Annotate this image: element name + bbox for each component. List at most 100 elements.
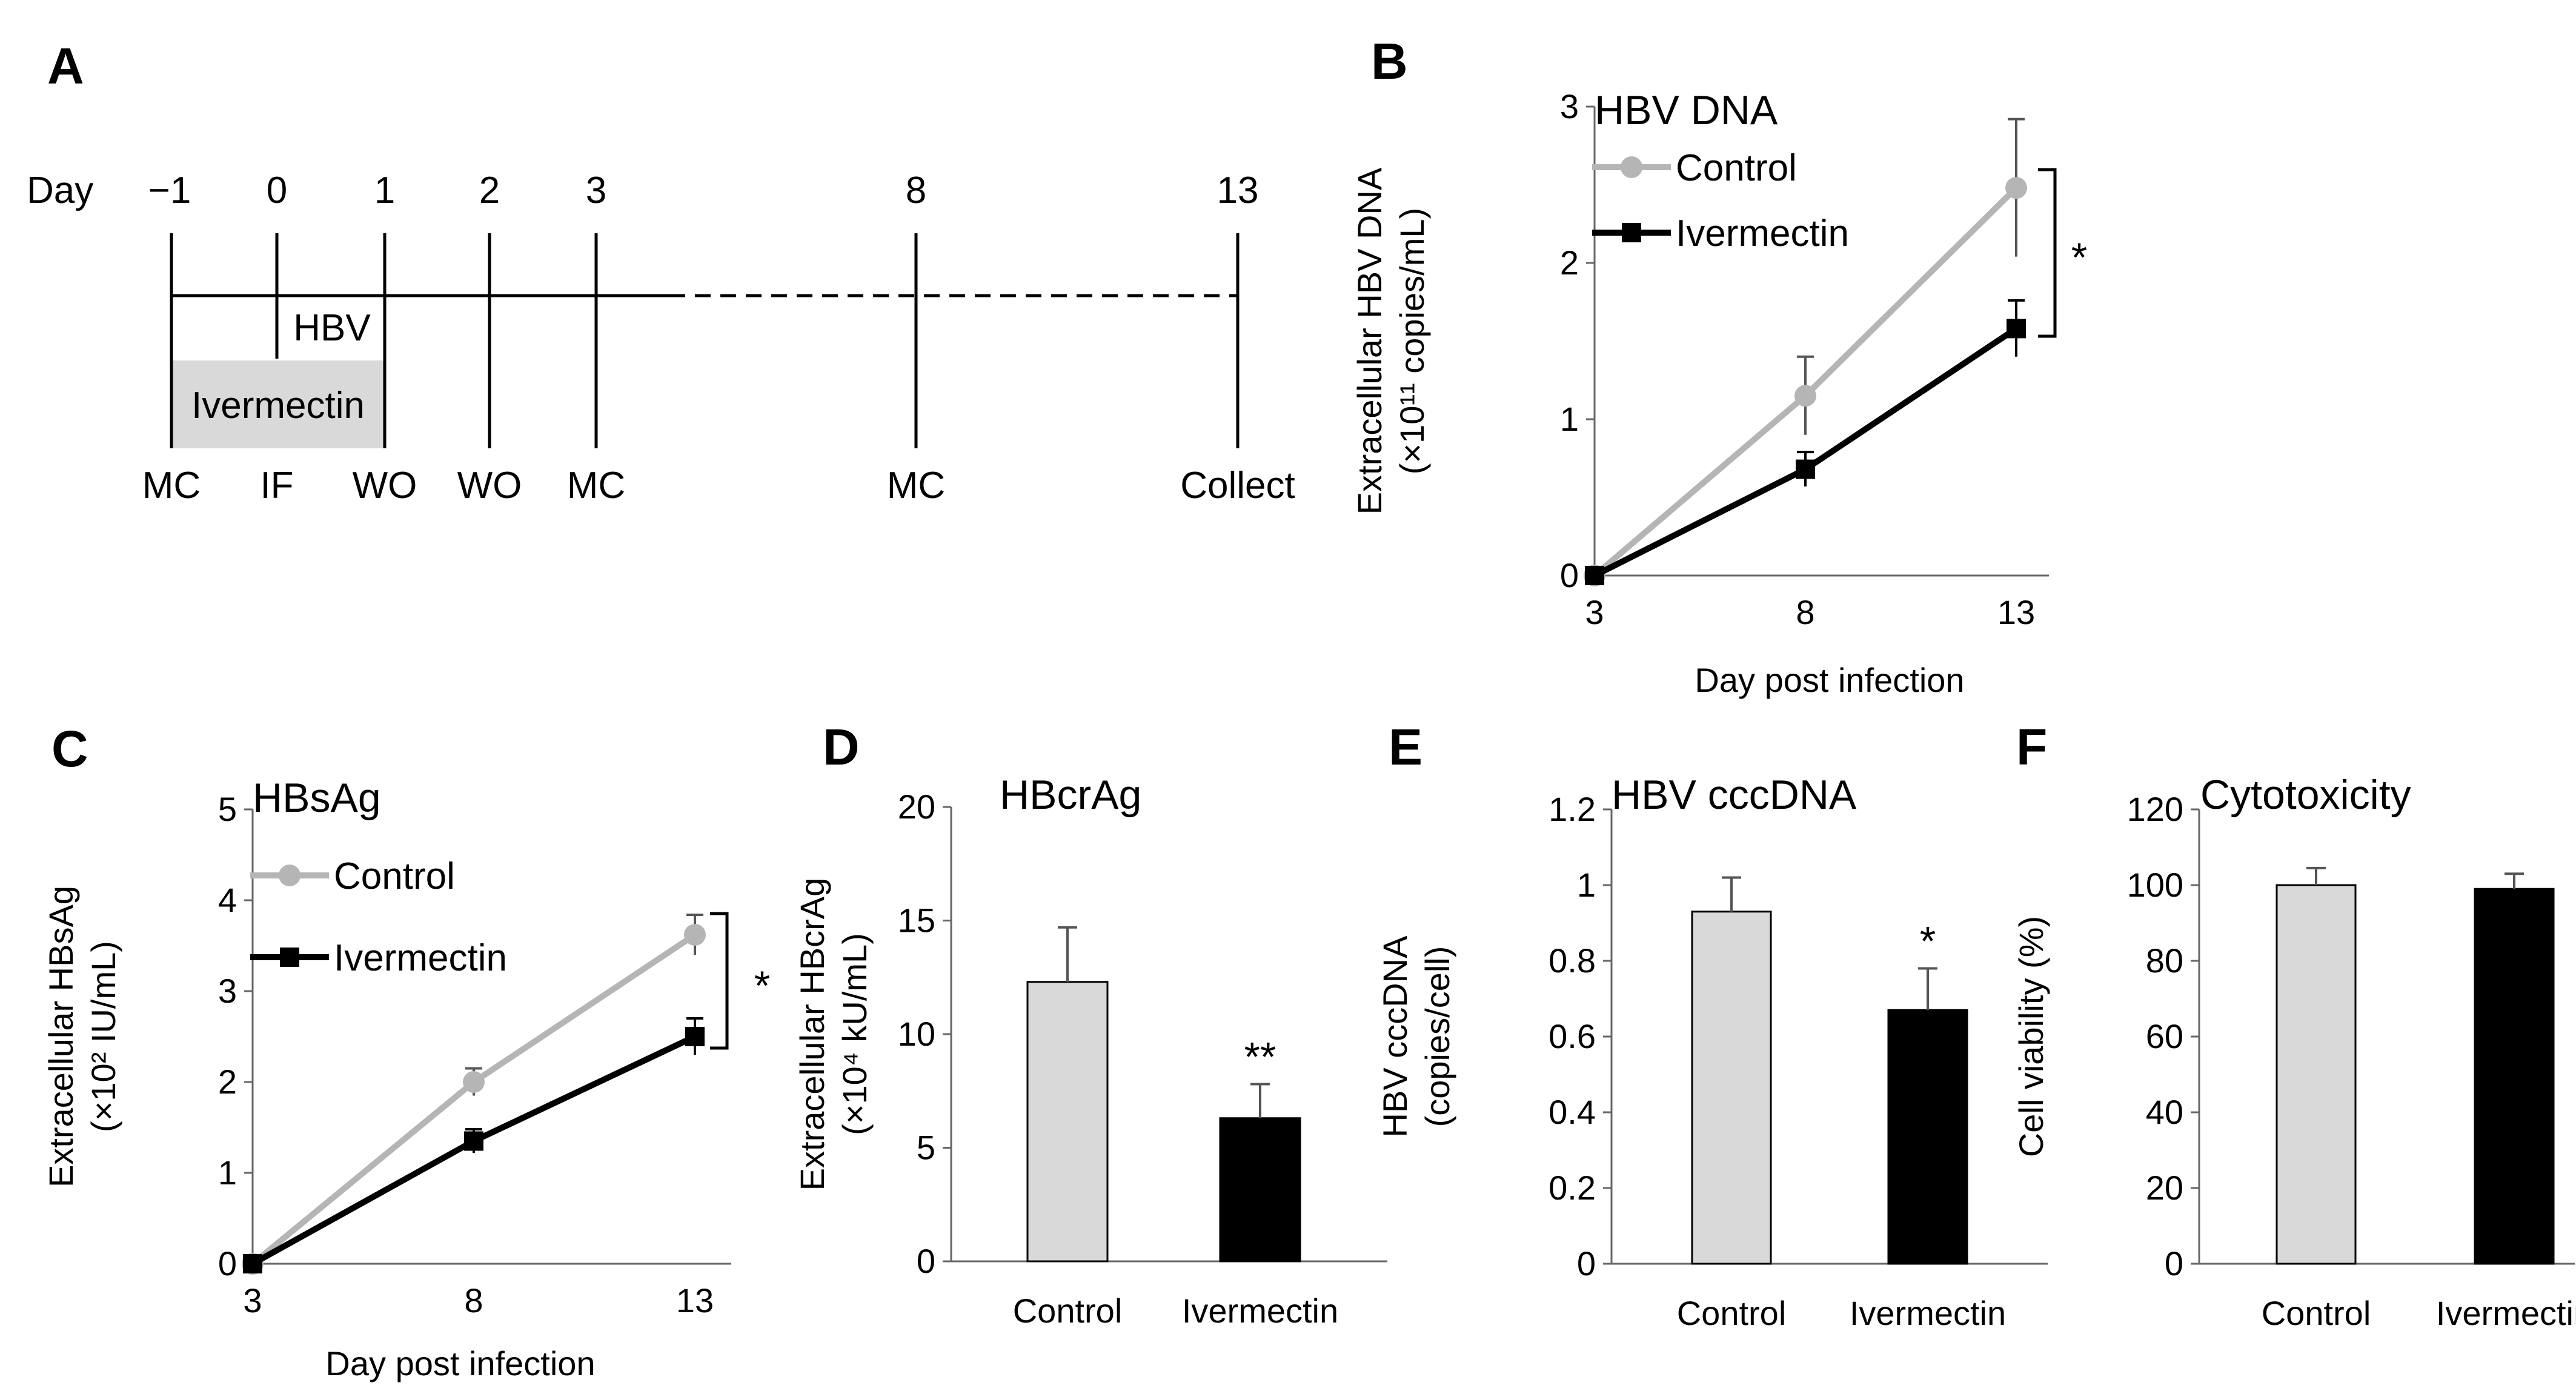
x-tick-label: 8	[464, 1281, 483, 1319]
bar-ivermectin	[1887, 1009, 1968, 1265]
x-tick-label: 13	[1997, 593, 2035, 631]
y-axis-title-units: (×10² IU/mL)	[84, 941, 122, 1132]
panel-label-f: F	[2016, 719, 2047, 775]
timeline-day-tick: 0	[267, 170, 287, 211]
timeline-panel: A Day −1 0 1 2 3 8 13 Ivermectin HBV MC …	[27, 38, 1295, 506]
x-tick-label: 3	[1585, 593, 1604, 631]
chart-title: HBV DNA	[1595, 87, 1778, 133]
y-tick-label: 0	[218, 1244, 237, 1283]
timeline-event-label: IF	[260, 465, 293, 506]
panel-label-d: D	[823, 719, 860, 775]
chart-panel-f: F Cytotoxicity Cell viability (%) 0 20 40 60 80…	[2012, 719, 2576, 1332]
y-tick-label: 20	[898, 788, 935, 826]
timeline-day-tick: −1	[148, 170, 191, 211]
ivermectin-treatment-label: Ivermectin	[191, 385, 365, 426]
data-point-ivermectin	[1796, 459, 1815, 479]
chart-title: HBcrAg	[1000, 772, 1141, 818]
x-axis-title: Day post infection	[325, 1344, 595, 1382]
y-tick-label: 0	[2165, 1244, 2183, 1283]
y-tick-label: 0	[1560, 556, 1579, 594]
chart-title: Cytotoxicity	[2200, 772, 2411, 818]
y-axis-title: Cell viability (%)	[2012, 916, 2050, 1157]
significance-marker: *	[754, 963, 770, 1009]
y-axis-title: Extracellular HBV DNA	[1350, 167, 1389, 514]
data-point-control	[2005, 177, 2027, 199]
y-tick-label: 1.2	[1549, 790, 1596, 828]
bar-ivermectin	[2474, 888, 2555, 1265]
timeline-day-tick: 8	[906, 170, 926, 211]
y-tick-label: 1	[1560, 400, 1579, 438]
chart-title: HBsAg	[253, 775, 381, 821]
chart-panel-d: D HBcrAg Extracellular HBcrAg (×10⁴ kU/mL) 0…	[793, 719, 1387, 1330]
y-tick-label: 120	[2127, 790, 2183, 828]
data-point-control	[1794, 385, 1816, 407]
significance-bracket	[710, 912, 729, 1050]
y-tick-label: 10	[898, 1015, 935, 1053]
legend-label-control: Control	[1676, 147, 1797, 189]
y-tick-label: 0.8	[1549, 941, 1596, 980]
panel-label-a: A	[47, 38, 84, 95]
y-axis-title: HBV cccDNA	[1376, 935, 1414, 1138]
x-axis-title: Day post infection	[1695, 661, 1964, 699]
chart-panel-c: C HBsAg Extracellular HBsAg (×10² IU/mL) 0 1 2…	[42, 720, 770, 1382]
timeline-day-label: Day	[27, 170, 93, 211]
data-point-ivermectin	[1585, 566, 1604, 585]
timeline-event-label: MC	[567, 465, 625, 506]
y-tick-label: 1	[1577, 866, 1596, 904]
chart-panel-b: B HBV DNA Extracellular HBV DNA (×10¹¹ copi…	[1350, 33, 2087, 699]
x-category-label: Ivermectin	[2436, 1294, 2576, 1332]
timeline-day-tick: 13	[1217, 170, 1259, 211]
y-axis-title-units: (×10¹¹ copies/mL)	[1393, 208, 1431, 474]
x-tick-label: 3	[243, 1281, 262, 1319]
y-tick-label: 40	[2146, 1093, 2183, 1131]
y-tick-label: 100	[2127, 866, 2183, 904]
x-tick-label: 13	[676, 1281, 714, 1319]
y-tick-label: 60	[2146, 1017, 2183, 1055]
data-point-control	[684, 924, 706, 946]
charts: B HBV DNA Extracellular HBV DNA (×10¹¹ copi…	[42, 33, 2576, 1382]
legend-label-control: Control	[334, 855, 455, 897]
x-category-label: Control	[2262, 1294, 2371, 1332]
timeline-event-label: MC	[887, 465, 945, 506]
legend-marker-ivermectin	[280, 948, 299, 967]
panel-label-b: B	[1371, 33, 1408, 90]
y-tick-label: 3	[1560, 87, 1579, 125]
timeline-event-label: Collect	[1180, 465, 1295, 506]
y-tick-label: 3	[218, 972, 237, 1010]
y-tick-label: 0.6	[1549, 1017, 1596, 1055]
legend-marker-control	[279, 865, 300, 886]
y-axis-title: Extracellular HBcrAg	[793, 878, 831, 1191]
bar-control	[2276, 884, 2357, 1265]
timeline-event-label: MC	[142, 465, 201, 506]
y-tick-label: 1	[218, 1153, 237, 1192]
data-point-control	[463, 1071, 485, 1093]
x-category-label: Control	[1013, 1292, 1123, 1330]
bar-control	[1026, 981, 1109, 1263]
timeline-event-label: WO	[353, 465, 417, 506]
hbv-inoculation-label: HBV	[293, 307, 371, 349]
y-axis-title-units: (×10⁴ kU/mL)	[835, 933, 874, 1135]
y-tick-label: 20	[2146, 1169, 2183, 1207]
x-category-label: Ivermectin	[1850, 1294, 2006, 1332]
chart-title: HBV cccDNA	[1612, 772, 1857, 818]
legend-marker-ivermectin	[1622, 223, 1641, 242]
significance-marker: *	[2071, 234, 2087, 280]
panel-label-e: E	[1389, 719, 1422, 775]
y-tick-label: 2	[1560, 244, 1579, 282]
legend-label-ivermectin: Ivermectin	[1676, 213, 1849, 254]
data-point-ivermectin	[685, 1027, 705, 1046]
data-point-ivermectin	[2007, 319, 2026, 339]
panel-label-c: C	[51, 720, 88, 777]
y-tick-label: 5	[917, 1129, 935, 1167]
x-category-label: Ivermectin	[1182, 1292, 1338, 1330]
y-tick-label: 80	[2146, 941, 2183, 980]
legend-marker-control	[1621, 156, 1642, 178]
x-tick-label: 8	[1796, 593, 1814, 631]
timeline-event-label: WO	[457, 465, 522, 506]
y-tick-label: 2	[218, 1063, 237, 1101]
y-tick-label: 5	[218, 790, 237, 828]
y-tick-label: 0.4	[1549, 1093, 1596, 1131]
y-tick-label: 0.2	[1549, 1169, 1596, 1207]
significance-marker: **	[1244, 1034, 1276, 1080]
